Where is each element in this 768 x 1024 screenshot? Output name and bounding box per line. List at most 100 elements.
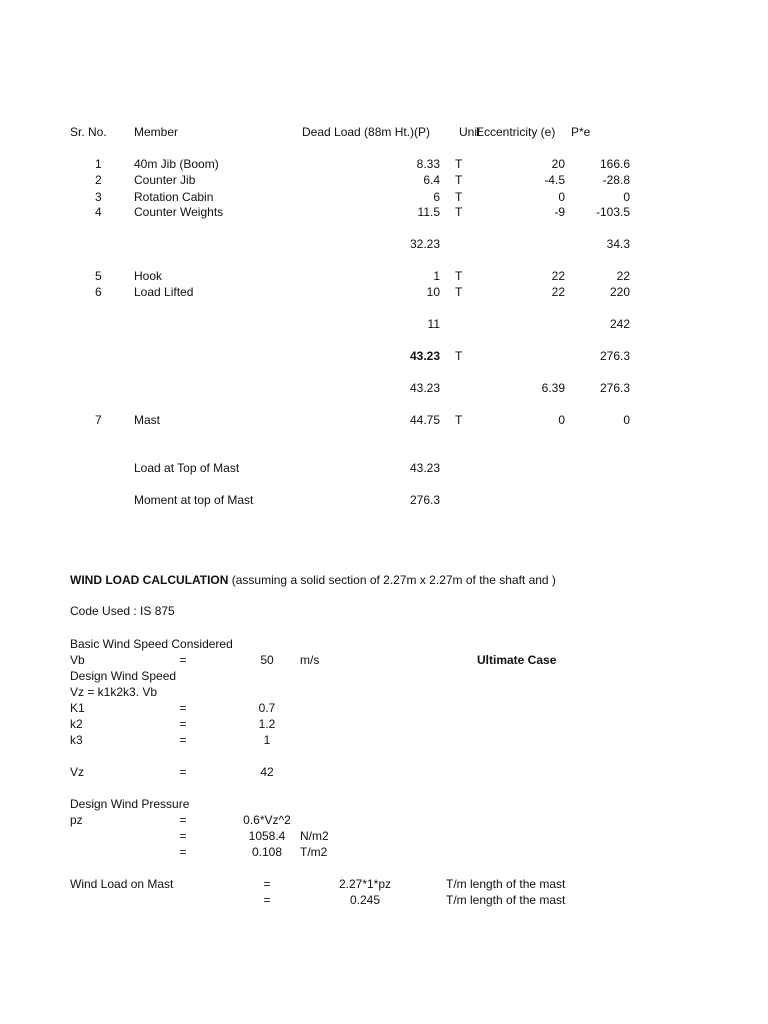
total-pe: 276.3 [599,349,630,363]
subtotal1-load: 32.23 [409,237,440,251]
row-pe: 0 [623,413,630,427]
k1-label: K1 [70,701,85,715]
row-load: 1 [433,269,440,283]
mast-unit: T/m length of the mast [446,877,566,891]
wind-title: WIND LOAD CALCULATION [70,573,229,587]
wind-title-note: (assuming a solid section of 2.27m x 2.2… [228,573,556,587]
subtotal2-pe: 242 [609,317,630,331]
row-unit: T [455,269,463,283]
moment-top-label: Moment at top of Mast [134,493,254,507]
design-wind-speed-label: Design Wind Speed [70,669,177,683]
row-ecc: 0 [558,190,565,204]
row-load: 6.4 [423,173,440,187]
row-member: 40m Jib (Boom) [134,157,219,171]
pz-eq: = [179,813,187,827]
row-unit: T [455,285,463,299]
row-ecc: 22 [551,269,565,283]
vz-label: Vz [70,765,85,779]
row-unit: T [455,190,463,204]
pz3-unit: T/m2 [300,845,328,859]
row-ecc: 22 [551,285,565,299]
total2-load: 43.23 [409,381,440,395]
pz3-value: 0.108 [251,845,283,859]
k3-label: k3 [70,733,83,747]
header-eccentricity: Eccentricity (e) [476,125,556,139]
row-member: Rotation Cabin [134,190,214,204]
total-load: 43.23 [409,349,440,363]
row-unit: T [455,205,463,219]
row-member: Load Lifted [134,285,194,299]
row-unit: T [455,173,463,187]
basic-wind-speed-label: Basic Wind Speed Considered [70,637,233,651]
total-unit: T [455,349,463,363]
row-sr: 3 [95,190,102,204]
mast-eq: = [263,877,271,891]
pz2-value: 1058.4 [248,829,286,843]
load-top-value: 43.23 [410,461,441,475]
wind-load-mast-label: Wind Load on Mast [70,877,174,891]
row-ecc: -9 [554,205,565,219]
k3-eq: = [179,733,187,747]
mast2-eq: = [263,893,271,907]
row-member: Hook [134,269,163,283]
row-ecc: 0 [558,413,565,427]
total2-eccentricity: 6.39 [541,381,565,395]
moment-top-value: 276.3 [410,493,441,507]
row-load: 44.75 [409,413,440,427]
row-member: Counter Jib [134,173,196,187]
row-pe: -103.5 [595,205,630,219]
header-member: Member [134,125,179,139]
k2-value: 1.2 [258,717,276,731]
vb-value: 50 [260,653,274,667]
row-pe: 166.6 [599,157,630,171]
mast-formula: 2.27*1*pz [338,877,392,891]
ultimate-case: Ultimate Case [477,653,557,667]
pz2-eq: = [179,829,187,843]
mast2-unit: T/m length of the mast [446,893,566,907]
wind-heading: WIND LOAD CALCULATION (assuming a solid … [70,573,556,587]
row-pe: 220 [609,285,630,299]
vb-unit: m/s [300,653,320,667]
k1-value: 0.7 [258,701,276,715]
code-used: Code Used : IS 875 [70,604,175,618]
row-pe: -28.8 [602,173,630,187]
vz-value: 42 [260,765,274,779]
row-sr: 6 [95,285,102,299]
header-sr-no: Sr. No. [70,125,107,139]
row-member: Mast [134,413,161,427]
k2-eq: = [179,717,187,731]
row-load: 8.33 [416,157,440,171]
row-sr: 7 [95,413,102,427]
load-top-label: Load at Top of Mast [134,461,240,475]
vb-label: Vb [70,653,85,667]
row-ecc: 20 [551,157,565,171]
vb-eq: = [179,653,187,667]
header-unit: Unit [459,125,481,139]
row-member: Counter Weights [134,205,224,219]
row-load: 11.5 [417,205,440,219]
vz-eq: = [179,765,187,779]
row-load: 6 [433,190,440,204]
row-pe: 22 [616,269,630,283]
pz-formula: 0.6*Vz^2 [243,813,291,827]
header-dead-load: Dead Load (88m Ht.)(P) [302,125,431,139]
row-unit: T [455,157,463,171]
pz-label: pz [70,813,83,827]
subtotal2-load: 11 [427,317,440,331]
pz2-unit: N/m2 [300,829,329,843]
row-unit: T [455,413,463,427]
design-wind-pressure-label: Design Wind Pressure [70,797,190,811]
k3-value: 1 [263,733,271,747]
row-pe: 0 [623,190,630,204]
vz-formula: Vz = k1k2k3. Vb [70,685,158,699]
row-sr: 5 [95,269,102,283]
k1-eq: = [179,701,187,715]
k2-label: k2 [70,717,83,731]
row-sr: 4 [95,205,102,219]
row-sr: 2 [95,173,102,187]
row-ecc: -4.5 [544,173,565,187]
total2-pe: 276.3 [599,381,630,395]
row-sr: 1 [95,157,102,171]
mast2-value: 0.245 [349,893,381,907]
row-load: 10 [426,285,440,299]
